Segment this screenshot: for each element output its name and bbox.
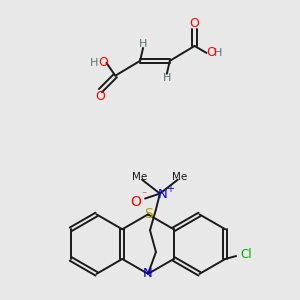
Text: O: O (95, 90, 105, 103)
Text: ⁻: ⁻ (142, 190, 147, 201)
Text: Cl: Cl (240, 248, 252, 260)
Text: O: O (206, 46, 216, 59)
Text: N: N (158, 188, 168, 201)
Text: H: H (163, 73, 171, 83)
Text: O: O (98, 56, 108, 69)
Text: Me: Me (172, 172, 187, 182)
Text: S: S (144, 207, 152, 221)
Text: O: O (190, 17, 200, 30)
Text: H: H (90, 58, 99, 68)
Text: H: H (139, 39, 147, 49)
Text: O: O (131, 194, 142, 208)
Text: +: + (166, 184, 174, 194)
Text: N: N (143, 267, 153, 280)
Text: H: H (214, 48, 223, 58)
Text: Me: Me (133, 172, 148, 182)
